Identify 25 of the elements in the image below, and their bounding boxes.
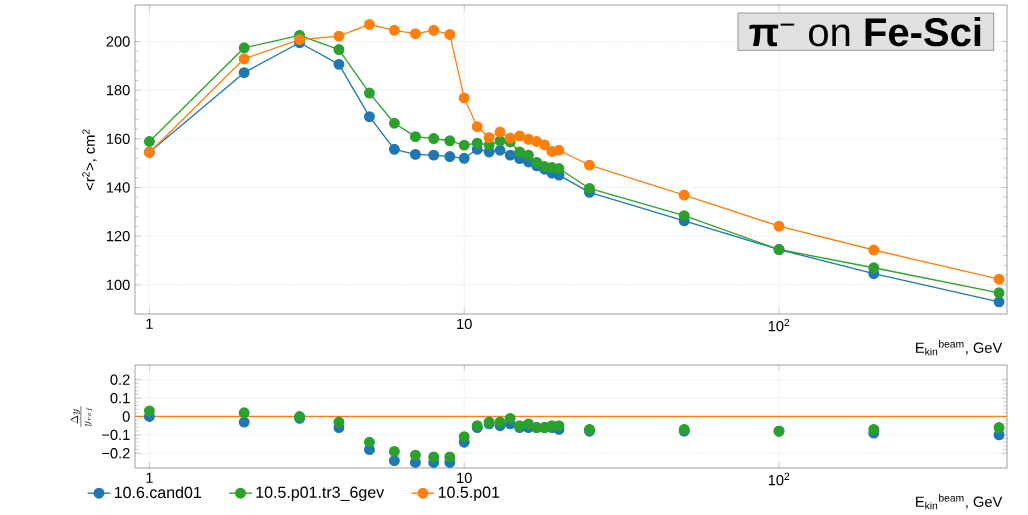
x-axis-title: E$_{kin}$$^{beam}$, GeV (916, 340, 1003, 356)
legend-label: 10.5.p01.tr3_6gev (256, 486, 385, 502)
y-tick-label: 0.2 (110, 374, 130, 385)
y-tick-label: 0 (122, 411, 130, 422)
y-tick-label: 0.1 (110, 392, 130, 404)
x-axis-title: E$_{kin}$$^{beam}$, GeV (916, 494, 1003, 510)
y-tick-label: 140 (106, 182, 130, 193)
y-tick-label: 100 (106, 279, 130, 290)
x-tick-label: 10$^{2}$ (768, 318, 790, 332)
x-tick-label: 1 (146, 472, 153, 483)
y-tick-label: −0.2 (102, 448, 130, 459)
legend-label: 10.6.cand01 (114, 486, 201, 499)
y-tick-label: 120 (106, 230, 130, 242)
y-tick-label: 180 (106, 84, 130, 96)
legend-label: 10.5.p01 (438, 486, 500, 502)
y-axis-title: $\frac{\Delta y}{y_{ref}}$ (70, 406, 93, 427)
x-tick-label: 10 (457, 472, 472, 484)
x-tick-label: 10$^{2}$ (768, 472, 790, 486)
y-tick-label: 200 (106, 36, 130, 47)
x-tick-label: 10 (457, 318, 472, 330)
x-tick-label: 1 (146, 318, 153, 329)
y-tick-label: −0.1 (102, 429, 130, 441)
y-axis-title: <r$^{2}$>, cm$^{2}$ (82, 129, 97, 190)
y-tick-label: 160 (106, 133, 130, 145)
chart-title: π$^{−}$ on Fe-Sci (749, 16, 981, 47)
